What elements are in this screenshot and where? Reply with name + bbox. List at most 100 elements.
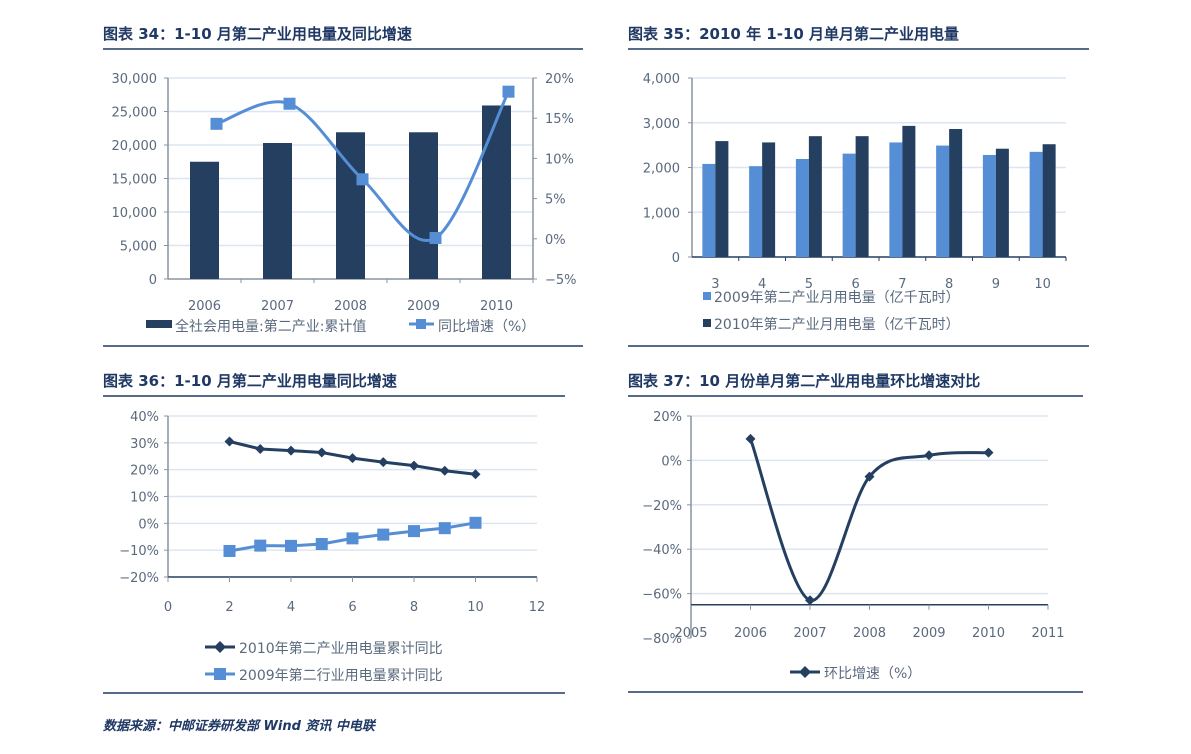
bar [715, 141, 729, 257]
legend-label: 全社会用电量:第二产业:累计值 [175, 318, 366, 335]
square-marker [315, 537, 328, 550]
diamond-marker [255, 444, 266, 455]
chart-36-title: 图表 36：1-10 月第二产业用电量同比增速 [103, 372, 397, 390]
bar [936, 145, 950, 257]
legend-label: 2010年第二产业月用电量（亿千瓦时） [714, 316, 960, 333]
x-tick-label: 2011 [1031, 626, 1064, 641]
x-tick-label: 2008 [334, 299, 367, 314]
diamond-marker [316, 447, 327, 458]
x-tick-label: 2006 [734, 626, 767, 641]
square-marker [283, 97, 296, 110]
square-marker [408, 525, 420, 538]
square-marker [214, 668, 226, 680]
bar [808, 136, 822, 257]
x-tick-label: 12 [529, 600, 546, 615]
x-tick-label: 6 [851, 277, 859, 292]
y-tick-label: 5% [545, 193, 566, 208]
square-marker [254, 539, 267, 552]
diamond-marker [214, 641, 226, 653]
bar [409, 132, 438, 279]
y-tick-label: 15,000 [112, 173, 158, 188]
y-tick-label: 10,000 [112, 206, 158, 221]
bar [795, 158, 809, 257]
chart-34-title: 图表 34：1-10 月第二产业用电量及同比增速 [103, 25, 412, 43]
x-tick-label: 7 [898, 277, 906, 292]
x-tick-label: 3 [711, 277, 719, 292]
bar [1042, 144, 1056, 257]
diamond-marker [409, 460, 419, 471]
y-tick-label: 3,000 [643, 117, 680, 132]
y-tick-label: −40% [642, 543, 682, 558]
x-tick-label: 2007 [261, 299, 294, 314]
y-tick-label: 30% [130, 437, 159, 452]
source-footer: 数据来源：中邮证券研发部 Wind 资讯 中电联 [103, 718, 377, 734]
y-tick-label: 20% [130, 464, 159, 479]
x-tick-label: 2007 [793, 626, 826, 641]
x-tick-label: 2006 [188, 299, 221, 314]
y-tick-label: 30,000 [112, 72, 158, 87]
y-tick-label: −10% [119, 544, 159, 559]
y-tick-label: −20% [119, 571, 159, 586]
diamond-marker [439, 465, 450, 476]
legend-swatch [703, 319, 711, 327]
chart-35-title: 图表 35：2010 年 1-10 月单月第二产业用电量 [628, 25, 959, 43]
x-tick-label: 5 [805, 277, 813, 292]
square-marker [438, 522, 451, 535]
y-tick-label: −80% [642, 632, 682, 647]
y-tick-label: 5,000 [120, 240, 157, 255]
x-tick-label: 2008 [853, 626, 886, 641]
x-tick-label: 8 [410, 600, 418, 615]
diamond-marker [347, 453, 358, 464]
legend-label: 2010年第二产业用电量累计同比 [239, 640, 443, 657]
x-tick-label: 4 [287, 600, 295, 615]
square-marker [356, 173, 369, 186]
y-tick-label: 0% [138, 517, 159, 532]
x-tick-label: 8 [945, 277, 953, 292]
bar [762, 142, 776, 257]
y-tick-label: 10% [545, 152, 574, 167]
square-marker [377, 528, 390, 541]
legend-label: 环比增速（%） [824, 666, 921, 682]
x-tick-label: 10 [467, 600, 484, 615]
y-tick-label: −20% [642, 499, 682, 514]
bar [263, 142, 292, 279]
legend-swatch [703, 292, 711, 300]
diamond-marker [224, 436, 235, 447]
square-marker [346, 532, 359, 545]
y-tick-label: 20% [653, 410, 682, 425]
bar [1029, 151, 1043, 257]
y-tick-label: −5% [545, 273, 577, 288]
chart-36: −20% −10% 0% 10% 20% 30% 40% 0 2 4 6 8 10 12 2010年第二产业… [103, 395, 565, 694]
square-marker [210, 117, 223, 130]
diamond-marker [864, 471, 875, 482]
chart-37: −80% −60% −40% −20% 0% 20% 2005 2006 2007 2008 200… [628, 395, 1083, 693]
y-tick-label: 0 [149, 273, 157, 288]
bar [749, 166, 763, 257]
y-tick-label: 0% [661, 454, 682, 469]
bar [842, 153, 856, 257]
x-tick-label: 2010 [480, 299, 513, 314]
square-marker [502, 85, 515, 98]
legend-swatch-bar [146, 320, 172, 328]
bar [855, 136, 869, 257]
square-marker [285, 539, 297, 552]
growth-line [216, 90, 510, 242]
bar [995, 148, 1009, 257]
diamond-marker [470, 469, 481, 480]
bar [482, 105, 511, 279]
y-tick-label: 1,000 [643, 206, 680, 221]
diamond-marker [805, 595, 815, 606]
square-marker [223, 544, 236, 557]
square-marker [469, 516, 482, 529]
y-tick-label: 15% [545, 112, 574, 127]
x-tick-label: 9 [992, 277, 1000, 292]
diamond-marker [745, 433, 756, 444]
y-tick-label: 20% [545, 72, 574, 87]
x-tick-label: 4 [758, 277, 766, 292]
y-tick-label: −60% [642, 588, 682, 603]
y-tick-label: 0 [672, 251, 680, 266]
bar [702, 163, 716, 257]
diamond-marker [983, 447, 994, 458]
x-tick-label: 2 [225, 600, 233, 615]
